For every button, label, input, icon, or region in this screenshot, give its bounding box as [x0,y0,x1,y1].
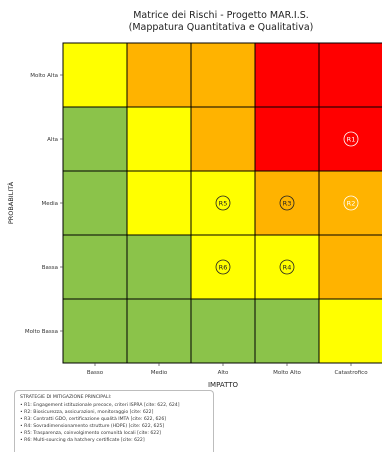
risk-marker-r4 [279,259,295,275]
matrix-cell [62,170,128,236]
legend-item: • R1: Engagement istituzionale precoce, … [20,403,180,408]
x-tick-label: Catastrofico [334,370,368,376]
matrix-cell [62,42,128,108]
chart-title-main: Matrice dei Rischi - Progetto MAR.I.S. [133,10,309,21]
risk-label-r4: R4 [283,263,292,271]
risk-marker-r3 [279,195,295,211]
matrix-cell [318,170,382,236]
matrix-cell [126,234,192,300]
legend-item: • R6: Multi-sourcing da hatchery certifi… [20,438,145,443]
matrix-cell [254,234,320,300]
matrix-cell [318,42,382,108]
x-tick-label: Molto Alto [273,370,301,376]
x-tick-label: Alto [218,370,229,376]
matrix-cell [62,234,128,300]
matrix-cell [190,42,256,108]
x-tick-label: Medio [151,370,168,376]
matrix-cell [190,106,256,172]
matrix-cell [254,42,320,108]
matrix-cells [62,42,382,364]
risk-label-r6: R6 [219,263,228,271]
matrix-cell [318,106,382,172]
risk-markers: R1 R2 R3 R4 R5 R6 [215,131,359,275]
matrix-cell [62,298,128,364]
axis-ticks: Basso Medio Alto Molto Alto Catastrofico Molt… [25,73,368,376]
y-tick-label: Molto Bassa [25,329,58,335]
y-tick-label: Media [41,201,58,207]
y-tick-label: Bassa [42,265,58,271]
matrix-cell [126,170,192,236]
legend-item: • R5: Trasparenza, coinvolgimento comuni… [20,431,161,436]
chart-title: Matrice dei Rischi - Progetto MAR.I.S. (… [60,10,382,34]
matrix-cell [126,42,192,108]
y-tick-label: Alta [47,137,58,143]
matrix-cell [190,298,256,364]
y-tick-label: Molto Alta [30,73,58,79]
legend-item: • R2: Biosicurezza, assicurazioni, monit… [20,410,154,415]
legend-title: STRATEGIE DI MITIGAZIONE PRINCIPALI: [20,395,112,400]
risk-marker-r6 [215,259,231,275]
matrix-cell [62,106,128,172]
risk-marker-r1 [343,131,359,147]
x-axis-label: IMPATTO [208,381,239,389]
legend-item: • R3: Contratti GDO, certificazione qual… [20,417,167,422]
matrix-cell [126,106,192,172]
risk-label-r5: R5 [219,199,228,207]
risk-marker-r2 [343,195,359,211]
risk-label-r1: R1 [347,135,356,143]
risk-label-r3: R3 [283,199,292,207]
mitigation-legend: STRATEGIE DI MITIGAZIONE PRINCIPALI: • R… [14,390,214,452]
risk-marker-r5 [215,195,231,211]
matrix-cell [318,298,382,364]
matrix-cell [254,106,320,172]
matrix-cell [126,298,192,364]
y-axis-label: PROBABILITÀ [6,181,15,224]
matrix-cell [254,170,320,236]
matrix-cell [318,234,382,300]
chart-subtitle: (Mappatura Quantitativa e Qualitativa) [128,22,314,33]
x-tick-label: Basso [87,370,104,376]
matrix-cell [254,298,320,364]
legend-item: • R4: Sovradimensionamento strutture (HD… [20,424,165,429]
matrix-cell [190,170,256,236]
risk-label-r2: R2 [347,199,356,207]
